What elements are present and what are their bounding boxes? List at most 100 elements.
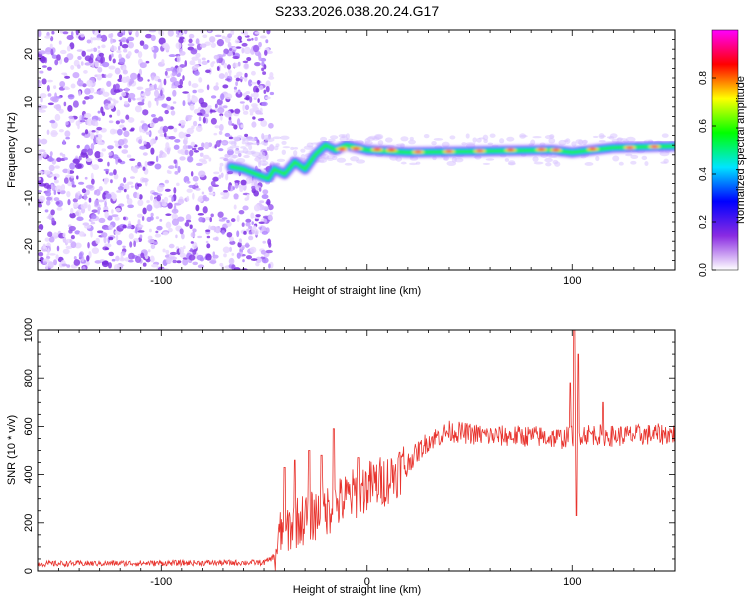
spectrogram-noise-cell: [212, 251, 216, 257]
spectrogram-noise-cell: [118, 57, 126, 65]
spectrogram-noise-cell: [238, 238, 242, 244]
spectrogram-noise-cell: [226, 231, 233, 238]
spectrogram-noise-cell: [150, 147, 155, 155]
spectrogram-noise-cell: [163, 132, 167, 138]
spectrogram-noise-cell: [84, 129, 89, 135]
spectrogram-noise-cell: [111, 258, 116, 262]
spectrogram-noise-cell: [177, 198, 185, 205]
spectrogram-haze-cell: [504, 158, 510, 162]
spectrogram-noise-cell: [179, 50, 186, 56]
spectrogram-noise-cell: [243, 154, 250, 159]
spectrogram-noise-cell: [206, 243, 211, 249]
spectrogram-noise-cell: [159, 150, 164, 156]
spectrogram-noise-cell: [197, 212, 205, 216]
spectrogram-noise-cell: [83, 69, 88, 74]
spectrogram-noise-cell: [191, 147, 197, 151]
spectrogram-haze-cell: [533, 161, 544, 165]
spectrogram-noise-cell: [65, 121, 69, 126]
spectrogram-noise-cell: [100, 56, 103, 64]
spectrogram-noise-cell: [127, 36, 135, 42]
spectrogram-haze-cell: [609, 133, 618, 139]
spectrogram-noise-cell: [141, 216, 145, 221]
spectrogram-noise-cell: [155, 216, 160, 220]
spectrogram-noise-cell: [246, 228, 250, 232]
spectrogram-noise-cell: [176, 182, 180, 187]
spectrogram-noise-cell: [205, 240, 209, 244]
spectrogram-noise-cell: [218, 73, 225, 80]
spectrogram-haze-cell: [251, 138, 257, 142]
spectrogram-noise-cell: [245, 222, 251, 227]
spectrogram-noise-cell: [147, 100, 152, 109]
spectrogram-noise-cell: [45, 191, 52, 197]
spectrogram-haze-cell: [530, 139, 536, 146]
spectrogram-noise-cell: [158, 37, 166, 45]
spectrogram-noise-cell: [175, 234, 178, 239]
spectrogram-noise-cell: [113, 169, 117, 176]
spectrogram-noise-cell: [56, 54, 61, 61]
spectrogram-noise-cell: [170, 110, 176, 116]
spectrogram-noise-cell: [224, 93, 233, 100]
spectrogram-noise-cell: [184, 222, 190, 227]
spectrogram-noise-cell: [245, 255, 252, 260]
spectrogram-noise-cell: [77, 191, 81, 196]
spectrogram-noise-cell: [214, 34, 222, 38]
spectrogram-noise-cell: [124, 87, 129, 93]
spectrogram-noise-cell: [222, 84, 229, 89]
spectrogram-noise-cell: [110, 45, 118, 52]
spectrogram-noise-cell: [188, 254, 196, 261]
spectrogram-haze-cell: [344, 162, 353, 166]
spectrogram-noise-cell: [82, 266, 86, 270]
spectrogram-noise-cell: [48, 164, 55, 172]
spectrogram-noise-cell: [182, 144, 189, 150]
spectrogram-noise-cell: [179, 156, 186, 161]
spectrogram-noise-cell: [214, 107, 218, 112]
spectrogram-noise-cell: [201, 191, 205, 195]
spectrogram-noise-cell: [174, 170, 179, 175]
spectrogram-noise-cell: [136, 213, 143, 218]
spectrogram-noise-cell: [124, 257, 130, 262]
spectrogram-noise-cell: [206, 84, 210, 91]
spectrogram-noise-cell: [252, 44, 260, 53]
spectrogram-noise-cell: [197, 264, 205, 269]
spectrogram-noise-cell: [229, 240, 236, 245]
spectrogram-noise-cell: [107, 74, 112, 78]
spectrogram-noise-cell: [146, 199, 150, 204]
spectrogram-noise-cell: [38, 138, 41, 146]
spectrogram-haze-cell: [461, 142, 467, 146]
spectrogram-haze-cell: [449, 135, 456, 140]
spectrogram-noise-cell: [264, 49, 268, 56]
spectrogram-noise-cell: [117, 139, 125, 146]
spectrogram-noise-cell: [250, 212, 255, 219]
spectrogram-noise-cell: [117, 45, 121, 51]
spectrogram-noise-cell: [241, 47, 245, 54]
spectrogram-noise-cell: [251, 121, 257, 128]
spectrogram-noise-cell: [164, 70, 168, 76]
spectrogram-noise-cell: [65, 136, 71, 140]
spectrogram-haze-cell: [641, 155, 648, 161]
spectrogram-noise-cell: [105, 74, 109, 78]
spectrogram-noise-cell: [169, 251, 178, 256]
spectrogram-noise-cell: [254, 228, 259, 236]
spectrogram-noise-cell: [74, 211, 80, 217]
spectrogram-noise-cell: [127, 41, 134, 49]
spectrogram-noise-cell: [47, 157, 55, 162]
spectrogram-haze-cell: [625, 153, 633, 157]
spectrogram-noise-cell: [49, 120, 56, 124]
spectrogram-noise-cell: [63, 157, 68, 161]
spectrogram-noise-cell: [188, 80, 192, 87]
spectrogram-noise-cell: [177, 216, 185, 222]
snr-ytick-label: 200: [23, 514, 35, 532]
spectrogram-noise-cell: [72, 71, 80, 79]
spectrogram-haze-cell: [544, 135, 554, 140]
spectrogram-noise-cell: [185, 219, 192, 223]
spectrogram-noise-cell: [190, 241, 194, 244]
spectrogram-noise-cell: [140, 252, 145, 259]
spectrogram-noise-cell: [252, 116, 256, 120]
spectrogram-haze-cell: [377, 140, 384, 146]
spectrogram-noise-cell: [240, 124, 244, 129]
spectrogram-noise-cell: [90, 218, 97, 222]
spectrogram-noise-cell: [46, 66, 52, 71]
spectrogram-noise-cell: [223, 62, 228, 69]
spectrogram-noise-cell: [38, 30, 42, 38]
